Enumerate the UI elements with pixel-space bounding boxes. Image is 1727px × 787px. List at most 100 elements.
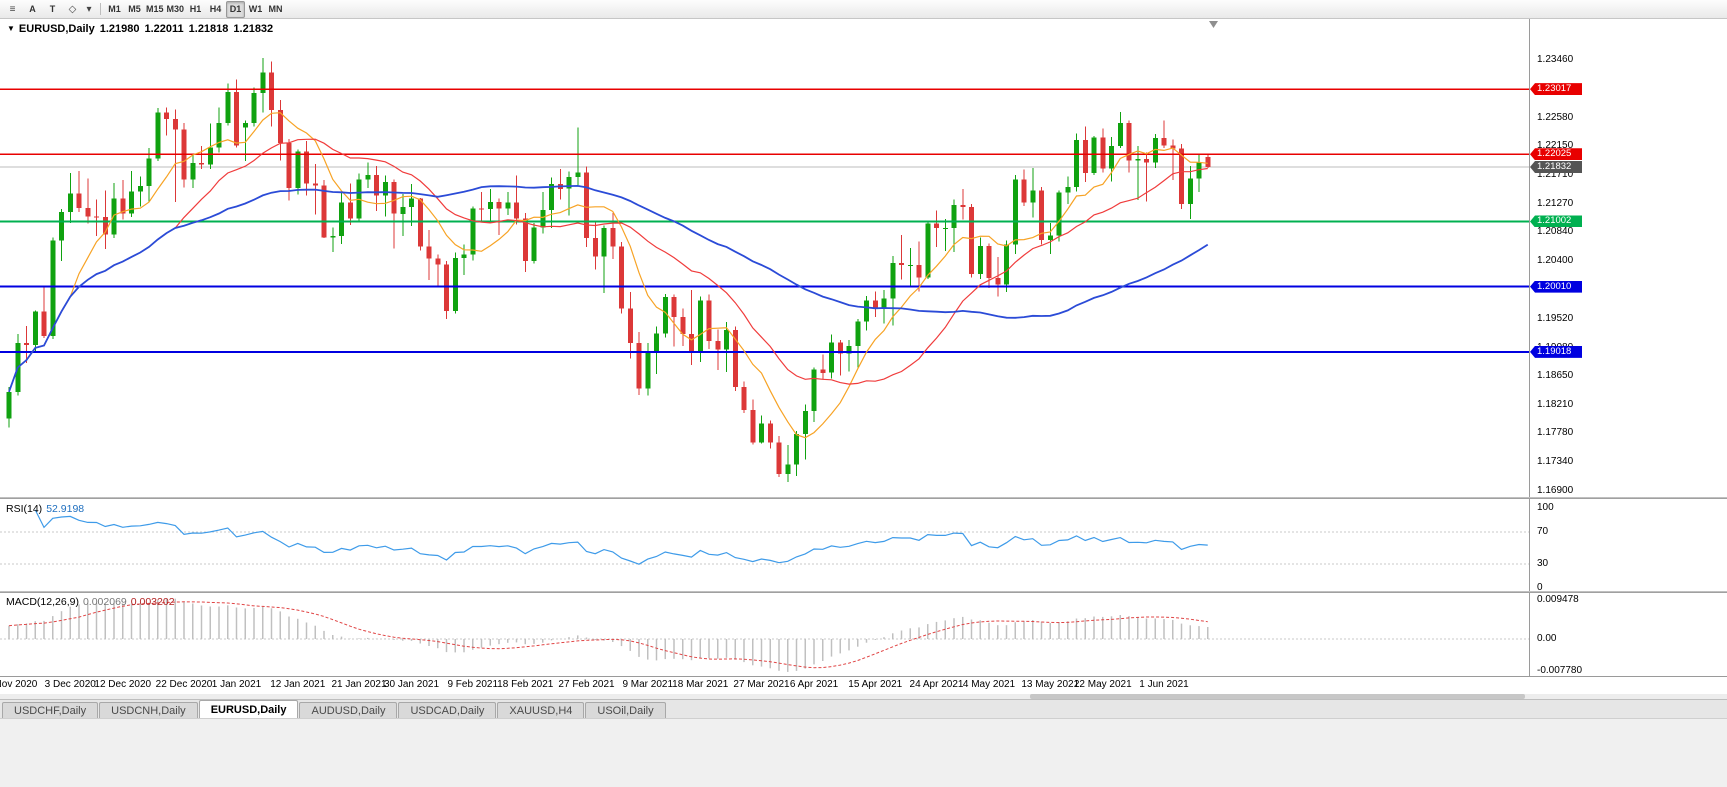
horizontal-scrollbar[interactable] <box>0 694 1727 699</box>
candle <box>724 330 729 350</box>
candle <box>960 205 966 208</box>
candle <box>417 198 423 247</box>
candle <box>837 342 843 354</box>
axis-label: 1.18210 <box>1537 398 1574 410</box>
candle <box>566 176 572 189</box>
candle <box>426 246 432 259</box>
macd-pane[interactable] <box>0 593 1529 676</box>
chart-tab-audusd-daily[interactable]: AUDUSD,Daily <box>299 702 398 718</box>
text-label-tool-button[interactable]: A <box>29 4 36 14</box>
text-tool-button[interactable]: T <box>49 4 56 14</box>
timeframe-button-w1[interactable]: W1 <box>248 4 263 14</box>
timeframe-button-mn[interactable]: MN <box>268 4 283 14</box>
pane-separator[interactable] <box>0 591 1727 593</box>
candle <box>111 198 117 235</box>
candle <box>680 316 686 334</box>
candle <box>1170 145 1176 149</box>
main-chart-pane[interactable] <box>0 18 1529 497</box>
chart-tab-eurusd-daily[interactable]: EURUSD,Daily <box>198 700 299 718</box>
pane-separator[interactable] <box>0 497 1727 499</box>
candle <box>715 341 721 350</box>
shift-marker-icon <box>1209 21 1218 28</box>
timeframe-button-d1[interactable]: D1 <box>226 0 246 18</box>
candle <box>382 182 388 196</box>
candle <box>671 297 677 317</box>
candle <box>592 238 598 257</box>
timeframe-button-m5[interactable]: M5 <box>128 4 141 14</box>
candle <box>76 193 82 208</box>
price-axis[interactable]: 1.234601.230201.225801.221501.217101.212… <box>1529 18 1727 676</box>
line-studies-icon[interactable]: ≡ <box>9 3 16 15</box>
timeframe-button-m1[interactable]: M1 <box>108 4 121 14</box>
ma-line-20 <box>8 138 1208 393</box>
candle <box>199 163 204 165</box>
candle <box>172 119 178 130</box>
chart-tab-usdcad-daily[interactable]: USDCAD,Daily <box>398 702 497 718</box>
candle <box>829 342 834 373</box>
candle <box>636 343 642 389</box>
candle <box>899 263 904 265</box>
candle <box>522 218 528 261</box>
candle <box>216 123 222 148</box>
rsi-line <box>34 509 1208 565</box>
date-label: 22 Dec 2020 <box>155 679 213 690</box>
candle <box>146 158 152 187</box>
candle <box>1161 138 1167 146</box>
axis-label: 0.00 <box>1537 632 1557 644</box>
candle <box>321 185 327 238</box>
candle <box>1179 148 1184 204</box>
candle <box>102 217 108 235</box>
rsi-pane[interactable] <box>0 499 1529 591</box>
date-label: 22 May 2021 <box>1073 679 1132 690</box>
axis-label: 1.23460 <box>1537 54 1574 65</box>
candle <box>610 228 616 247</box>
candle <box>496 201 502 209</box>
timeframe-button-h4[interactable]: H4 <box>209 4 222 14</box>
candle <box>295 151 301 189</box>
timeframe-button-h1[interactable]: H1 <box>189 4 202 14</box>
chevron-down-icon[interactable]: ▾ <box>86 3 92 15</box>
candle <box>942 228 948 230</box>
date-label: 27 Feb 2021 <box>558 679 615 690</box>
candle <box>6 391 12 419</box>
candle <box>785 464 791 474</box>
toolbar-separator <box>100 3 101 15</box>
chart-tab-xauusd-h4[interactable]: XAUUSD,H4 <box>497 702 585 718</box>
candle <box>1091 137 1097 173</box>
candle <box>225 92 231 124</box>
axis-label: 70 <box>1537 526 1549 537</box>
shapes-icon[interactable]: ◇ <box>68 3 77 15</box>
timeframe-group: M1 M5 M15 M30 H1 H4 D1 W1 MN <box>105 0 286 18</box>
candle <box>1126 123 1132 161</box>
candle <box>1187 178 1193 204</box>
candle <box>890 263 896 299</box>
date-label: 9 Mar 2021 <box>622 679 674 690</box>
axis-label: 1.21710 <box>1537 168 1574 180</box>
axis-label: 0.009478 <box>1537 594 1579 605</box>
scrollbar-thumb[interactable] <box>1030 694 1525 699</box>
candle <box>487 201 493 210</box>
candle <box>1144 159 1149 163</box>
candle <box>1100 137 1106 169</box>
date-label: 13 May 2021 <box>1021 679 1080 690</box>
candle <box>374 175 379 196</box>
timeframe-button-m15[interactable]: M15 <box>146 4 164 14</box>
candle <box>365 175 371 180</box>
chart-tab-usdchf-daily[interactable]: USDCHF,Daily <box>2 702 99 718</box>
candle <box>951 205 957 229</box>
candle <box>1012 179 1018 245</box>
candle <box>207 147 213 165</box>
candle <box>137 186 143 192</box>
candle <box>1004 244 1009 285</box>
candle <box>627 308 633 344</box>
chart-tab-usdcnh-daily[interactable]: USDCNH,Daily <box>99 702 198 718</box>
candle <box>794 433 799 465</box>
candle <box>514 202 519 219</box>
timeframe-button-m30[interactable]: M30 <box>166 4 185 14</box>
axis-label: 1.18650 <box>1537 370 1574 382</box>
candle <box>155 112 161 159</box>
chart-tab-usoil-daily[interactable]: USOil,Daily <box>585 702 666 718</box>
candle <box>41 311 47 336</box>
candle <box>1030 190 1036 203</box>
